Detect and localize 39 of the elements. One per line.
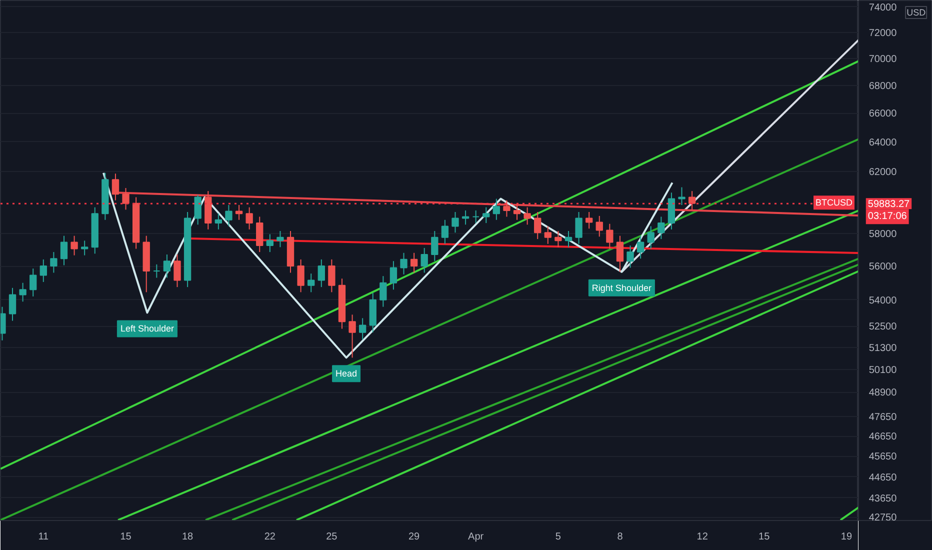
annotation: Right Shoulder	[592, 282, 652, 293]
y-tick-label: 45650	[868, 452, 898, 463]
x-tick-label: 18	[182, 532, 194, 542]
y-tick-label: 56000	[868, 262, 898, 273]
y-tick-label: 54000	[868, 295, 898, 306]
x-tick-label: 8	[617, 532, 624, 542]
y-tick-label: 51300	[868, 343, 898, 354]
y-tick-label: 44650	[868, 472, 898, 484]
ref-line-label: 59883.27	[868, 199, 910, 210]
x-tick-label: 15	[120, 532, 132, 542]
annotation: Left Shoulder	[120, 324, 174, 334]
y-tick-label: 42750	[868, 512, 898, 524]
annotation: Head	[336, 368, 358, 379]
y-tick-label: 50100	[868, 365, 898, 376]
y-axis-title: USD	[906, 8, 926, 18]
x-tick-label: 29	[408, 532, 420, 542]
y-tick-label: 72000	[868, 28, 898, 39]
x-tick-label: 22	[264, 532, 276, 542]
text: 03:17:06	[868, 211, 908, 222]
y-tick-label: 66000	[868, 108, 898, 120]
y-tick-label: 52500	[868, 322, 898, 333]
y-tick-label: 46650	[868, 432, 898, 443]
x-tick-label: 11	[38, 532, 50, 542]
x-tick-label: 12	[696, 532, 708, 542]
y-tick-label: 48900	[868, 388, 898, 399]
annotation: BTCUSD	[816, 198, 853, 208]
x-tick-label: 15	[758, 532, 770, 542]
y-tick-label: 62000	[868, 166, 898, 178]
x-tick-label: 25	[326, 532, 338, 542]
y-tick-label: 58000	[868, 228, 898, 240]
y-tick-label: 74000	[868, 2, 898, 14]
y-tick-label: 68000	[868, 80, 898, 92]
y-tick-label: 47650	[868, 412, 898, 423]
x-tick-label: Apr	[468, 532, 484, 542]
y-tick-label: 43650	[868, 493, 898, 504]
x-tick-label: 19	[840, 532, 852, 542]
y-tick-label: 70000	[868, 54, 898, 65]
x-tick-label: 5	[555, 532, 562, 542]
y-tick-label: 64000	[868, 137, 898, 148]
